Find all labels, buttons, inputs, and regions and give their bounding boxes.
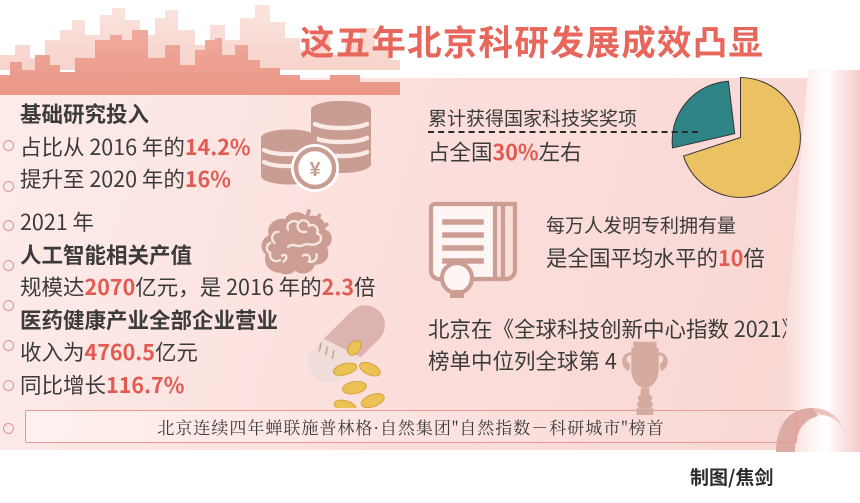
svg-text:¥: ¥	[309, 159, 321, 181]
